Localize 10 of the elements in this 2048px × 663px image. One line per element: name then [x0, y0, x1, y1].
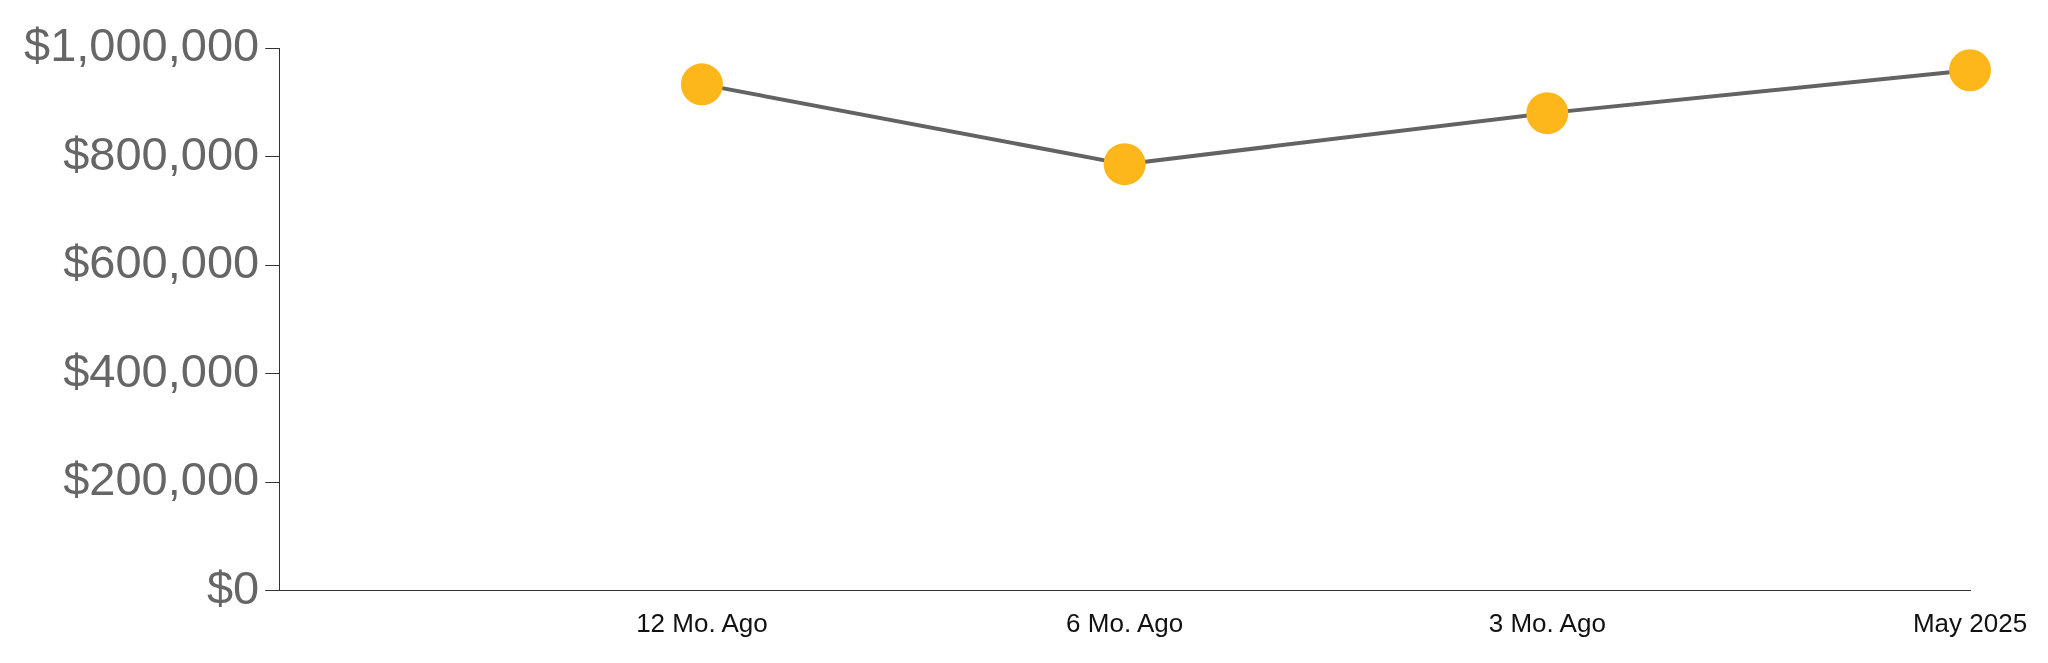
x-tick-label: 6 Mo. Ago	[1066, 607, 1184, 638]
y-tick-label: $1,000,000	[24, 17, 260, 71]
y-tick-label: $800,000	[63, 126, 260, 180]
y-tick-label: $200,000	[63, 452, 260, 506]
x-tick-label: 3 Mo. Ago	[1488, 607, 1606, 638]
x-tick-label: May 2025	[1912, 607, 2028, 638]
y-tick-label: $600,000	[63, 235, 260, 289]
y-tick-label: $400,000	[63, 343, 260, 397]
y-tick-label: $0	[206, 560, 260, 614]
x-tick-label: 12 Mo. Ago	[636, 607, 768, 638]
